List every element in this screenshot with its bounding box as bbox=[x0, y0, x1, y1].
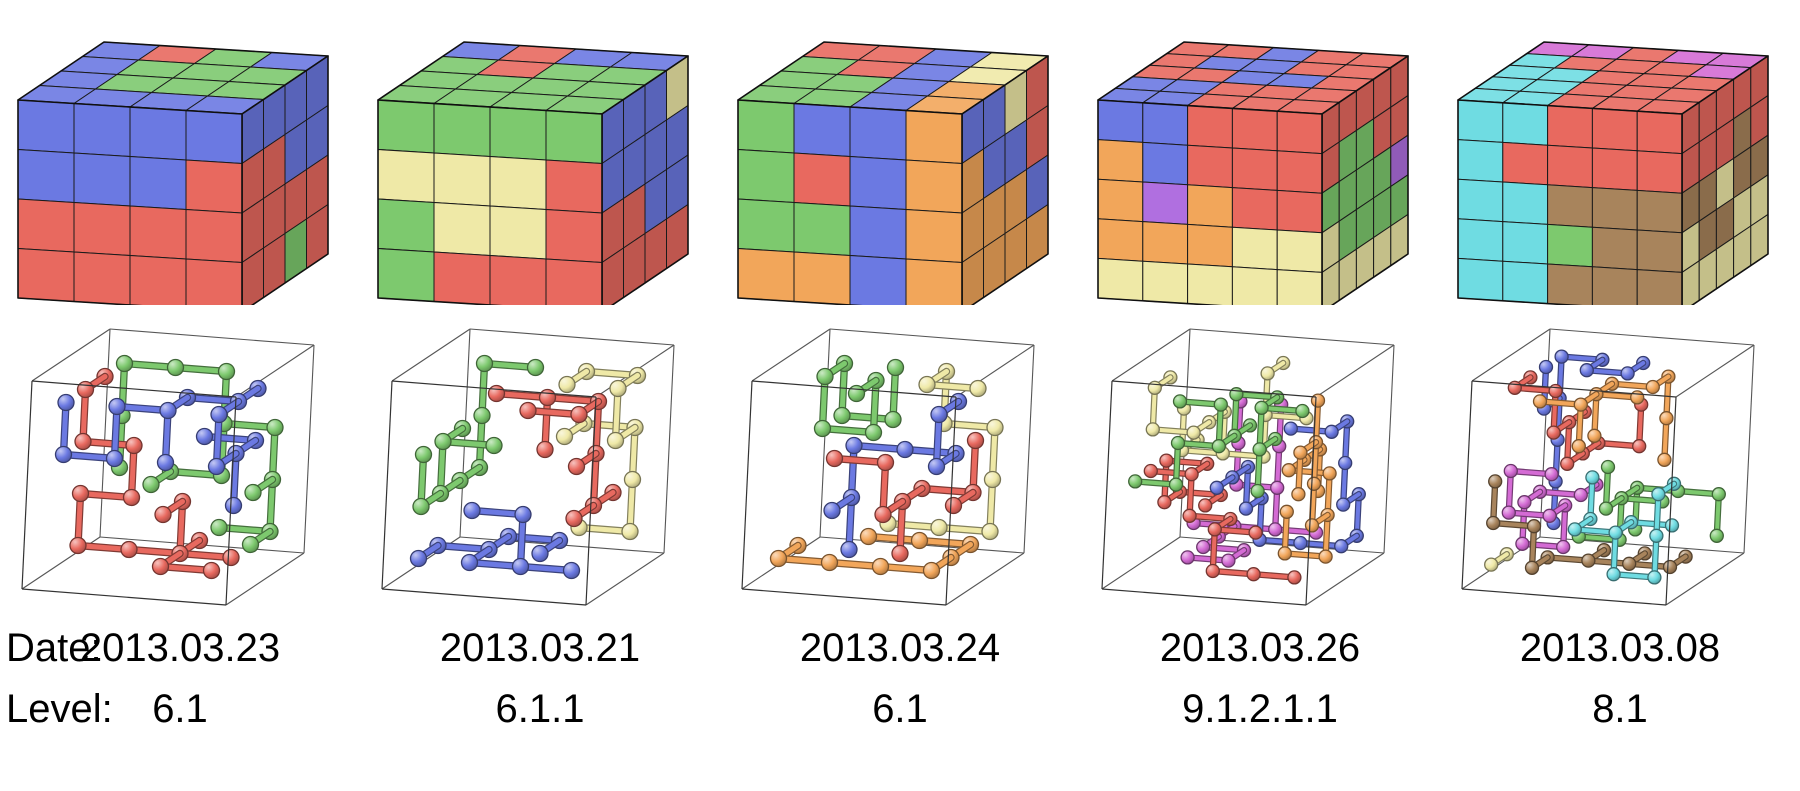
date-value: 2013.03.23 bbox=[79, 626, 281, 670]
level-label: 9.1.2.1.1 bbox=[1080, 680, 1440, 738]
cube-column: 2013.03.08 8.1 bbox=[1440, 10, 1800, 738]
solid-cube-figure bbox=[1457, 41, 1769, 305]
date-value: 2013.03.24 bbox=[799, 626, 1001, 670]
solid-cube-figure bbox=[377, 41, 689, 305]
cube-column: Date: 2013.03.23 Level: 6.1 bbox=[0, 10, 360, 738]
solid-cube-figure bbox=[737, 41, 1049, 305]
level-label: 8.1 bbox=[1440, 680, 1800, 738]
solid-cube-figure bbox=[1097, 41, 1409, 305]
cube-column: 2013.03.24 6.1 bbox=[720, 10, 1080, 738]
cube-column: 2013.03.26 9.1.2.1.1 bbox=[1080, 10, 1440, 738]
network-cube-figure bbox=[741, 328, 1035, 606]
network-cube-figure bbox=[1461, 328, 1755, 606]
level-value: 6.1 bbox=[872, 687, 928, 731]
date-value: 2013.03.21 bbox=[439, 626, 641, 670]
date-label: 2013.03.08 bbox=[1440, 616, 1800, 680]
network-cube-figure bbox=[1101, 328, 1395, 606]
date-value: 2013.03.08 bbox=[1519, 626, 1721, 670]
level-value: 8.1 bbox=[1592, 687, 1648, 731]
level-value: 6.1 bbox=[152, 687, 208, 731]
date-label: Date: 2013.03.23 bbox=[0, 616, 360, 680]
cube-column: 2013.03.21 6.1.1 bbox=[360, 10, 720, 738]
network-cube-figure bbox=[381, 328, 675, 606]
level-prefix-label: Level: bbox=[6, 687, 113, 731]
level-label: 6.1 bbox=[720, 680, 1080, 738]
level-label: Level: 6.1 bbox=[0, 680, 360, 738]
date-label: 2013.03.24 bbox=[720, 616, 1080, 680]
figure: Date: 2013.03.23 Level: 6.1 2013.03.21 6.1.1 2… bbox=[0, 10, 1800, 738]
level-label: 6.1.1 bbox=[360, 680, 720, 738]
level-value: 9.1.2.1.1 bbox=[1182, 687, 1338, 731]
level-value: 6.1.1 bbox=[495, 687, 585, 731]
date-prefix-label: Date: bbox=[6, 626, 102, 670]
network-cube-figure bbox=[21, 328, 315, 606]
date-value: 2013.03.26 bbox=[1159, 626, 1361, 670]
date-label: 2013.03.21 bbox=[360, 616, 720, 680]
date-label: 2013.03.26 bbox=[1080, 616, 1440, 680]
solid-cube-figure bbox=[17, 41, 329, 305]
